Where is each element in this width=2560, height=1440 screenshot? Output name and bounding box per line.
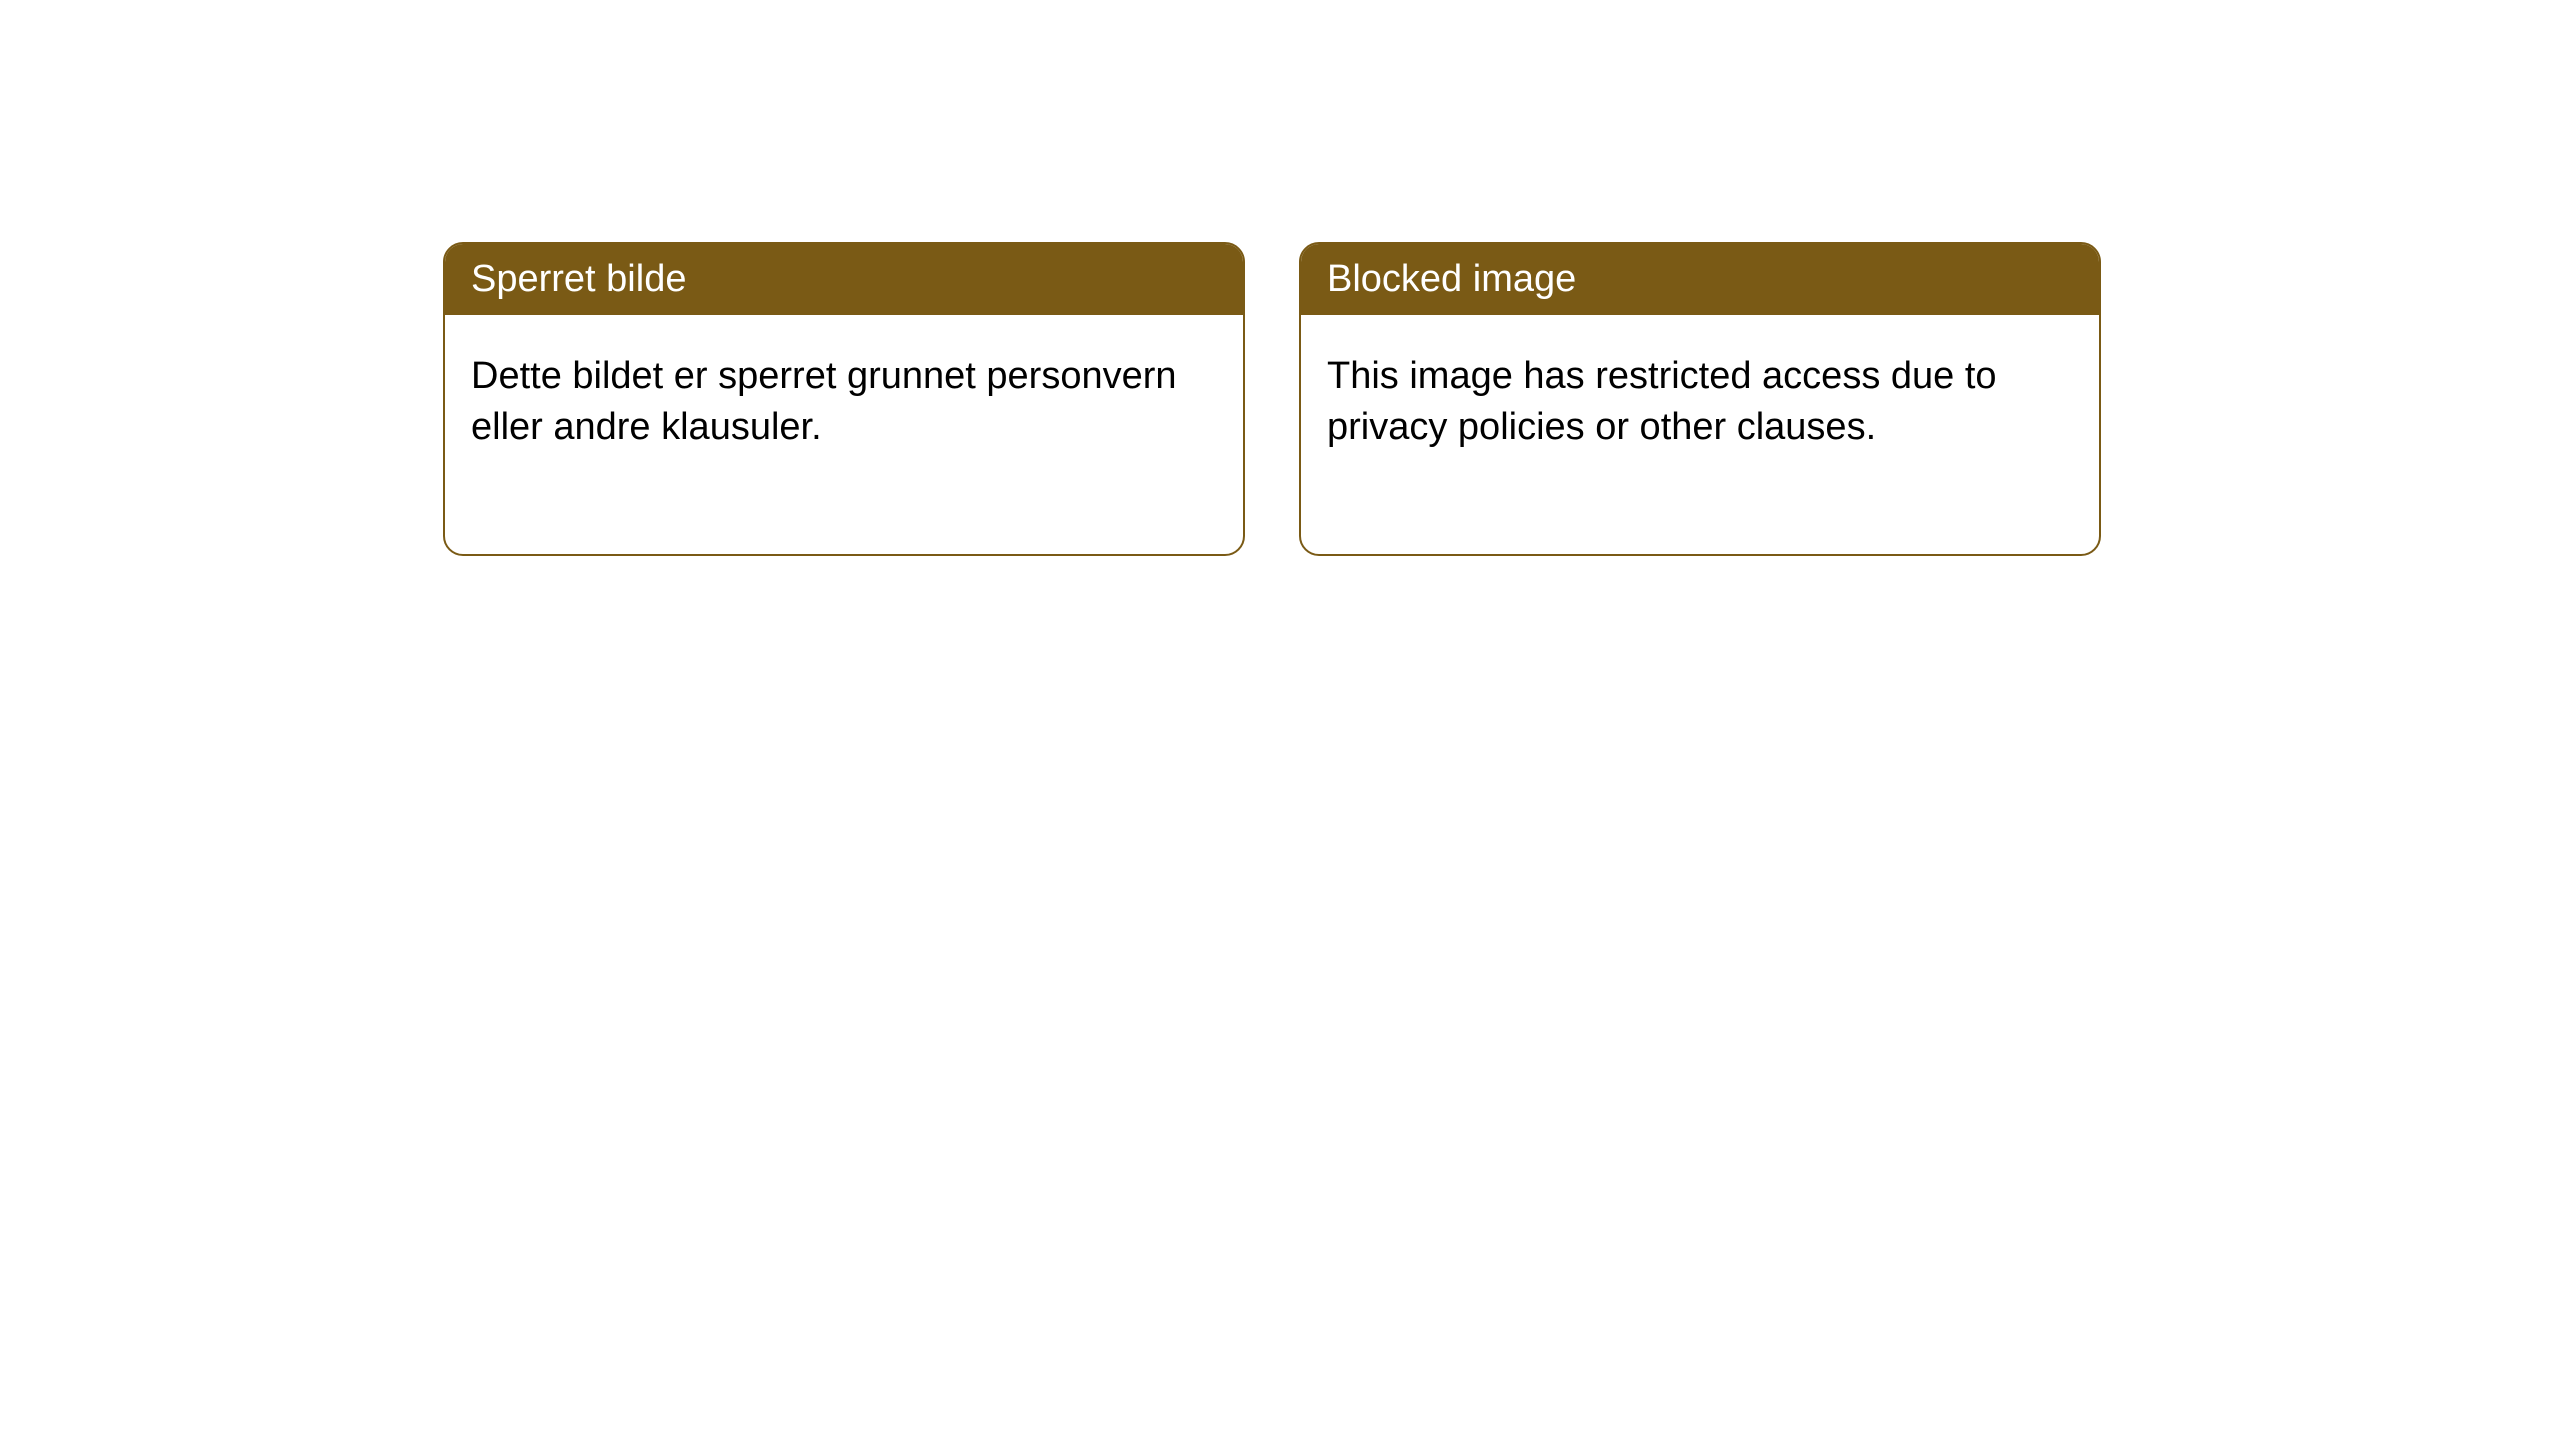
notice-text-norwegian: Dette bildet er sperret grunnet personve… (471, 355, 1177, 448)
notice-text-english: This image has restricted access due to … (1327, 355, 1997, 448)
notice-card-english: Blocked image This image has restricted … (1299, 242, 2101, 556)
notice-title-english: Blocked image (1327, 258, 1576, 300)
notice-body-english: This image has restricted access due to … (1301, 315, 2099, 554)
notice-header-english: Blocked image (1301, 244, 2099, 315)
notice-card-norwegian: Sperret bilde Dette bildet er sperret gr… (443, 242, 1245, 556)
notice-header-norwegian: Sperret bilde (445, 244, 1243, 315)
notice-body-norwegian: Dette bildet er sperret grunnet personve… (445, 315, 1243, 554)
notice-title-norwegian: Sperret bilde (471, 258, 686, 300)
notice-container: Sperret bilde Dette bildet er sperret gr… (0, 0, 2560, 556)
